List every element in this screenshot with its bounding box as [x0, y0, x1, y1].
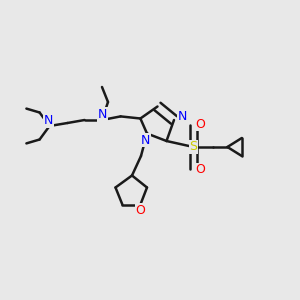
- Text: S: S: [190, 140, 197, 154]
- Text: O: O: [195, 163, 205, 176]
- Text: N: N: [44, 114, 53, 127]
- Text: N: N: [178, 110, 187, 123]
- Text: N: N: [98, 108, 107, 121]
- Text: O: O: [136, 204, 145, 217]
- Text: N: N: [141, 134, 151, 147]
- Text: O: O: [195, 118, 205, 131]
